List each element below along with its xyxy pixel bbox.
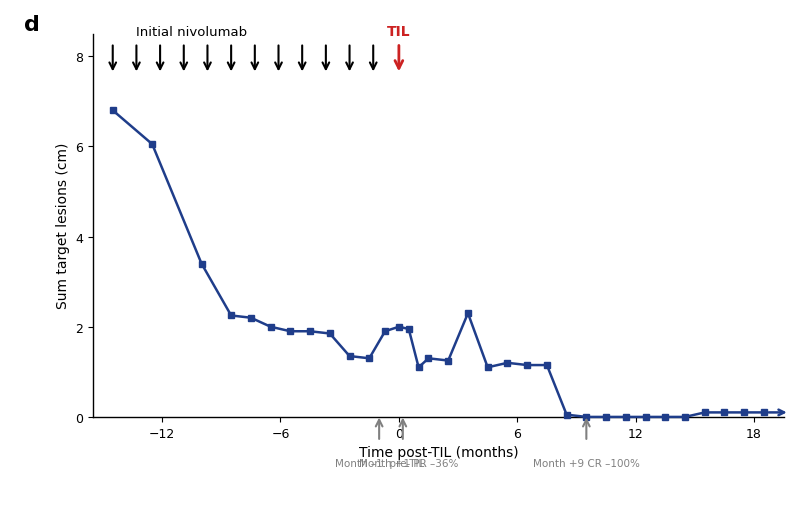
X-axis label: Time post-TIL (months): Time post-TIL (months) (358, 445, 518, 459)
Y-axis label: Sum target lesions (cm): Sum target lesions (cm) (56, 143, 70, 309)
Text: Month –1. pre-TIL: Month –1. pre-TIL (334, 458, 424, 468)
Text: TIL: TIL (387, 25, 410, 39)
Text: d: d (24, 15, 40, 36)
Text: Month +1 PR –36%: Month +1 PR –36% (359, 458, 458, 468)
Text: Initial nivolumab: Initial nivolumab (136, 26, 247, 39)
Text: Month +9 CR –100%: Month +9 CR –100% (533, 458, 640, 468)
